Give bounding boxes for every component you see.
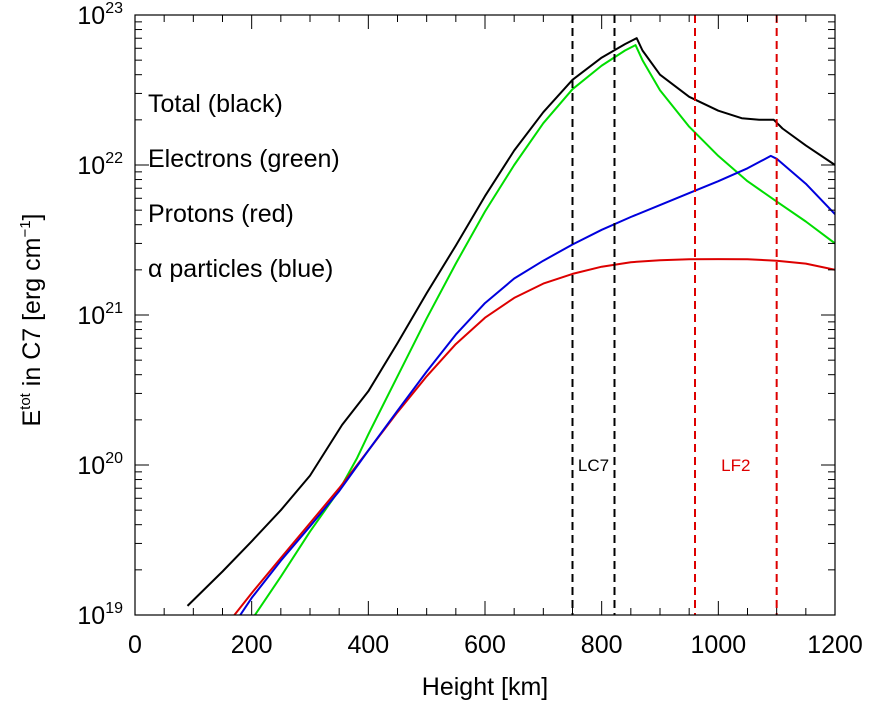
- series-line-2: [233, 258, 835, 615]
- series-line-1: [253, 44, 835, 615]
- x-tick-label: 800: [581, 631, 623, 659]
- legend-entry-3: α particles (blue): [148, 255, 333, 283]
- axes: 0 200 400 600 800 1000 1200 1019 1020 1021 1022 102…: [17, 0, 863, 701]
- y-tick-label: 1020: [77, 450, 123, 480]
- x-tick-label: 400: [347, 631, 389, 659]
- y-tick-label: 1023: [77, 0, 123, 30]
- y-tick-label: 1019: [77, 600, 123, 630]
- x-tick-label: 1200: [807, 631, 863, 659]
- y-tick-label: 1022: [77, 150, 123, 180]
- x-tick-label: 0: [128, 631, 142, 659]
- y-axis-label: Etot in C7 [erg cm−1]: [17, 213, 46, 426]
- region-label-lc7: LC7: [578, 456, 609, 475]
- x-tick-label: 1000: [691, 631, 747, 659]
- plot-area: LC7 LF2: [186, 15, 835, 615]
- legend-entry-2: Protons (red): [148, 200, 294, 228]
- y-tick-label: 1021: [77, 300, 123, 330]
- series-group: [186, 37, 835, 615]
- series-line-3: [239, 154, 835, 615]
- x-axis-label: Height [km]: [422, 673, 548, 701]
- region-label-lf2: LF2: [721, 456, 750, 475]
- x-tick-label: 200: [231, 631, 273, 659]
- legend-entry-1: Electrons (green): [148, 145, 340, 173]
- x-tick-label: 600: [464, 631, 506, 659]
- legend: Total (black) Electrons (green) Protons (r…: [148, 90, 340, 283]
- legend-entry-0: Total (black): [148, 90, 283, 118]
- series-line-0: [186, 37, 835, 607]
